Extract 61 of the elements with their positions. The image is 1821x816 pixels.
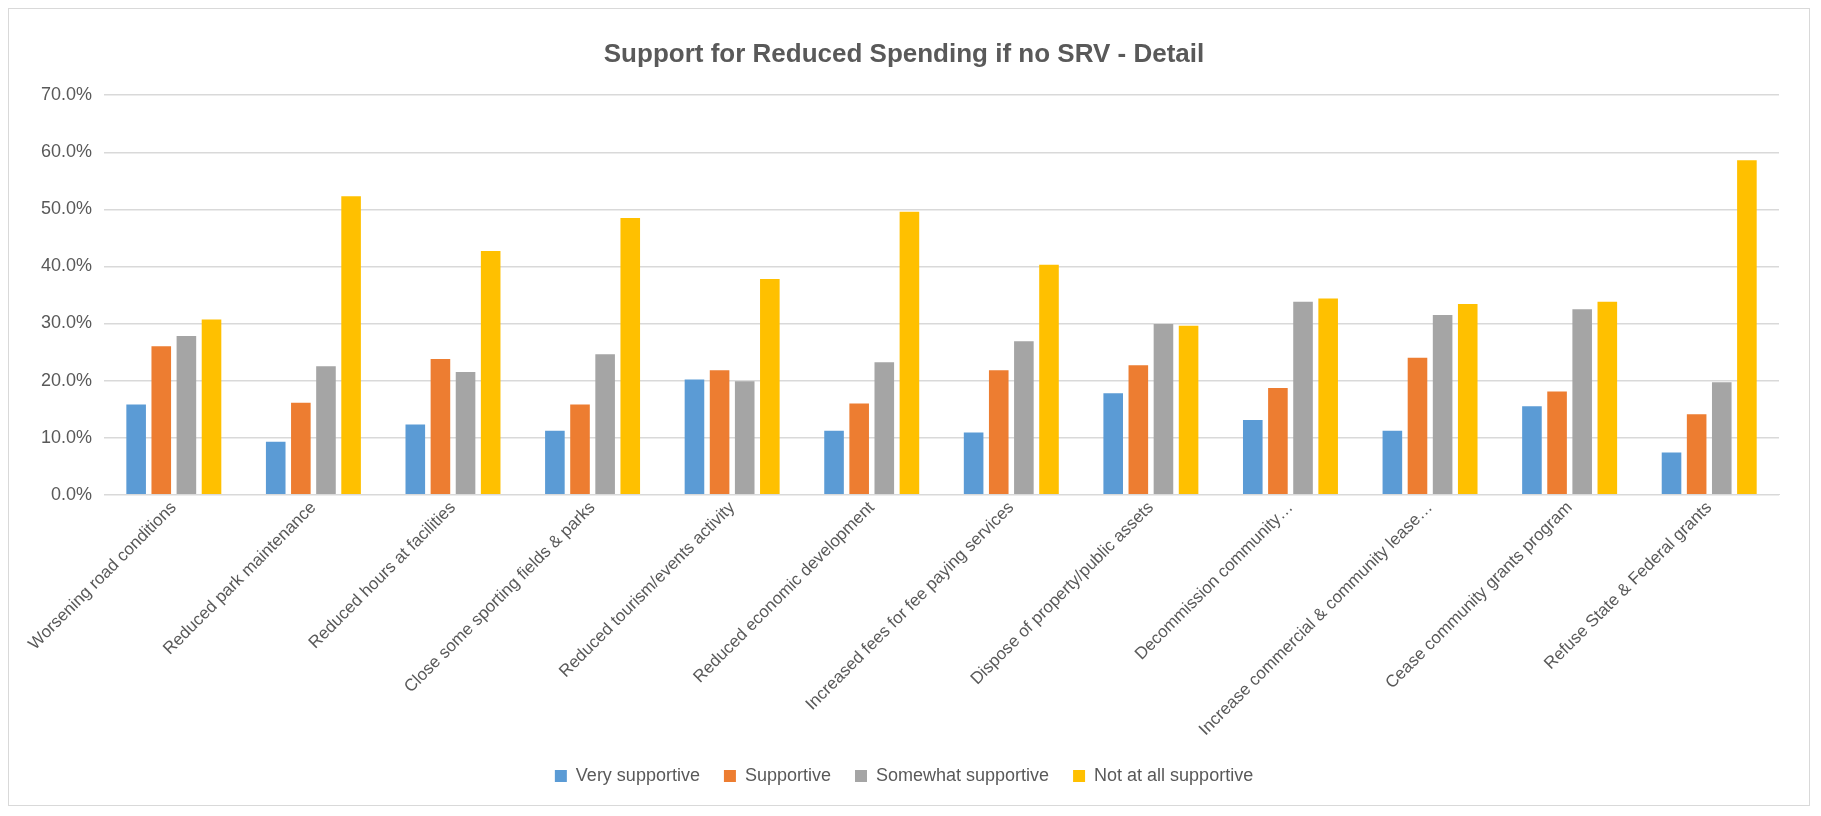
bar bbox=[570, 404, 590, 495]
bar bbox=[734, 381, 755, 495]
bar bbox=[430, 358, 451, 495]
bar bbox=[963, 432, 984, 495]
bar bbox=[1103, 393, 1123, 495]
bar bbox=[1686, 414, 1707, 495]
bar bbox=[405, 424, 426, 495]
bar bbox=[341, 196, 361, 495]
y-tick-label: 60.0% bbox=[40, 141, 93, 162]
bar bbox=[176, 336, 197, 495]
bar bbox=[1268, 388, 1288, 495]
bar bbox=[1597, 301, 1618, 495]
bar bbox=[1293, 301, 1313, 495]
bar bbox=[1178, 325, 1199, 495]
bar bbox=[1242, 420, 1263, 495]
bar bbox=[1014, 341, 1034, 495]
bar bbox=[1661, 452, 1682, 495]
bar bbox=[620, 217, 641, 495]
bar bbox=[545, 430, 565, 495]
bar bbox=[899, 211, 920, 495]
y-tick-label: 10.0% bbox=[40, 426, 93, 447]
bar bbox=[1382, 430, 1403, 495]
bar bbox=[1432, 314, 1453, 495]
bar bbox=[684, 379, 705, 495]
y-tick-label: 20.0% bbox=[40, 369, 93, 390]
bar bbox=[291, 402, 311, 495]
bar bbox=[1711, 382, 1732, 495]
bar bbox=[265, 441, 286, 495]
bar bbox=[760, 279, 780, 495]
y-tick-label: 50.0% bbox=[40, 198, 93, 219]
bar bbox=[201, 319, 222, 495]
legend-label: Not at all supportive bbox=[1094, 764, 1254, 785]
y-tick-label: 40.0% bbox=[40, 255, 93, 276]
bar bbox=[595, 354, 615, 495]
bar bbox=[1407, 357, 1428, 495]
bar bbox=[1457, 304, 1478, 495]
bar bbox=[1737, 160, 1757, 495]
legend-label: Supportive bbox=[744, 764, 831, 785]
bar bbox=[126, 404, 146, 495]
y-tick-label: 70.0% bbox=[40, 84, 93, 105]
bar bbox=[1128, 365, 1149, 495]
legend-label: Somewhat supportive bbox=[875, 764, 1050, 785]
bar bbox=[1039, 264, 1059, 495]
y-tick-label: 30.0% bbox=[40, 312, 93, 333]
bar bbox=[874, 362, 895, 495]
bar bbox=[151, 346, 172, 495]
bar bbox=[1318, 298, 1338, 495]
legend-label: Very supportive bbox=[575, 764, 700, 785]
bar bbox=[455, 372, 476, 495]
chart-title: Support for Reduced Spending if no SRV - Detail bbox=[603, 37, 1205, 68]
bar bbox=[1153, 324, 1174, 495]
bar bbox=[988, 370, 1009, 495]
bar bbox=[1547, 391, 1567, 495]
bar bbox=[709, 370, 730, 495]
bar bbox=[1572, 309, 1592, 495]
bar bbox=[316, 366, 336, 495]
y-tick-label: 0.0% bbox=[51, 483, 93, 504]
bar bbox=[824, 430, 844, 495]
bar bbox=[480, 251, 501, 495]
bar bbox=[849, 403, 869, 495]
bar bbox=[1522, 406, 1542, 495]
